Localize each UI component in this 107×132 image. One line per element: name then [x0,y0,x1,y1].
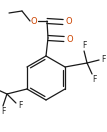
Text: O: O [67,34,73,44]
Text: F: F [101,55,105,65]
Text: F: F [1,107,5,116]
Text: O: O [66,18,72,27]
Text: F: F [82,41,86,51]
Text: F: F [92,74,96,84]
Text: F: F [18,102,22,110]
Text: O: O [31,16,37,25]
